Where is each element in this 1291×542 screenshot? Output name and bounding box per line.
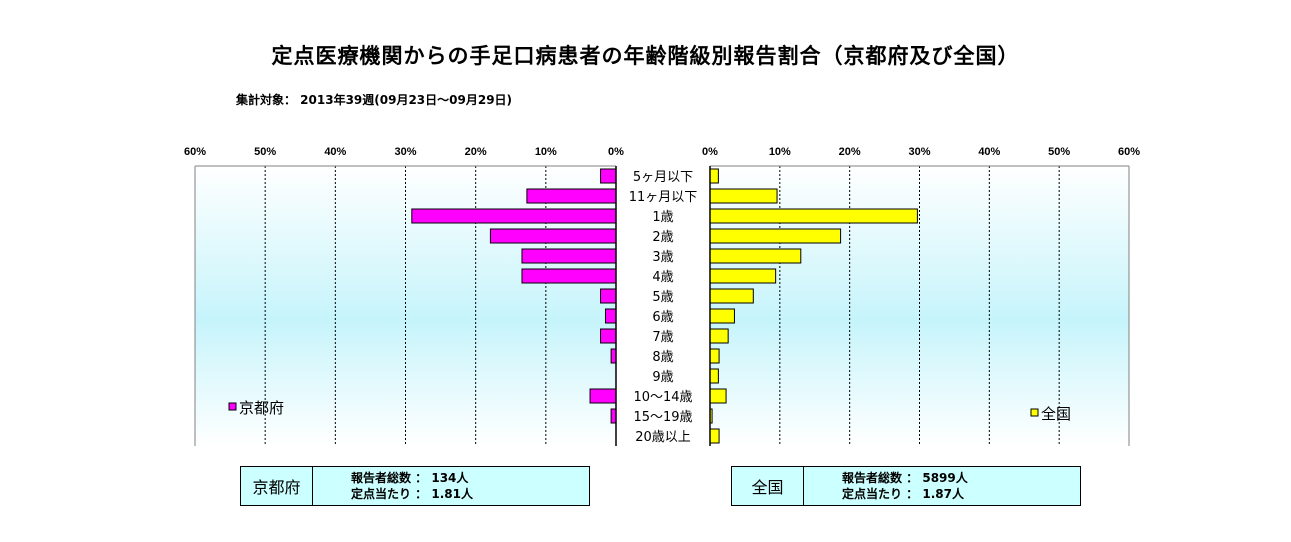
x-tick-label-right: 10% xyxy=(769,146,791,158)
bar-left-11 xyxy=(589,388,617,404)
x-tick-label-right: 20% xyxy=(839,146,861,158)
bar-left-3 xyxy=(489,228,617,244)
x-tick-label-left: 20% xyxy=(465,146,487,158)
bar-right-3 xyxy=(709,228,842,244)
legend-right: 全国 xyxy=(1030,405,1071,423)
chart-title: 定点医療機関からの手足口病患者の年齢階級別報告割合（京都府及び全国） xyxy=(271,44,1020,68)
category-label: 6歳 xyxy=(652,310,673,325)
summary-stats: 報告者総数 ： 134人 定点当たり ： 1.81人 xyxy=(313,467,473,505)
bar-left-6 xyxy=(600,288,617,304)
category-label: 5歳 xyxy=(652,290,673,305)
category-label: 3歳 xyxy=(652,250,673,265)
summary-name: 全国 xyxy=(732,467,804,505)
bar-right-9 xyxy=(709,348,720,364)
legend-left-swatch xyxy=(228,402,237,411)
bar-right-8 xyxy=(709,328,729,344)
summary-reporters: 報告者総数 ： 134人 xyxy=(351,471,469,485)
bar-right-1 xyxy=(709,188,778,204)
x-tick-label-right: 60% xyxy=(1118,146,1140,158)
summary-box-national: 全国 報告者総数 ： 5899人 定点当たり ： 1.87人 xyxy=(731,466,1081,506)
bar-right-6 xyxy=(709,288,754,304)
bar-right-4 xyxy=(709,248,802,264)
bar-right-7 xyxy=(709,308,735,324)
bar-right-5 xyxy=(709,268,777,284)
summary-reporters: 報告者総数 ： 5899人 xyxy=(842,471,968,485)
x-tick-label-right: 50% xyxy=(1048,146,1070,158)
x-tick-label-left: 40% xyxy=(324,146,346,158)
summary-per-site: 定点当たり ： 1.87人 xyxy=(842,487,964,501)
category-label: 1歳 xyxy=(652,210,673,225)
bar-right-2 xyxy=(709,208,918,224)
bar-left-2 xyxy=(411,208,617,224)
category-label: 20歳以上 xyxy=(635,430,691,445)
bar-right-11 xyxy=(709,388,727,404)
x-tick-label-right: 0% xyxy=(702,146,718,158)
category-label: 4歳 xyxy=(652,270,673,285)
legend-right-swatch xyxy=(1030,408,1039,417)
category-label: 5ヶ月以下 xyxy=(633,170,693,185)
summary-stats: 報告者総数 ： 5899人 定点当たり ： 1.87人 xyxy=(804,467,968,505)
bar-left-7 xyxy=(604,308,617,324)
x-tick-label-left: 0% xyxy=(608,146,624,158)
bar-left-4 xyxy=(521,248,617,264)
category-label: 11ヶ月以下 xyxy=(629,190,698,205)
x-tick-label-left: 60% xyxy=(184,146,206,158)
legend-right-label: 全国 xyxy=(1041,405,1071,423)
bar-left-1 xyxy=(526,188,617,204)
summary-box-kyoto: 京都府 報告者総数 ： 134人 定点当たり ： 1.81人 xyxy=(240,466,590,506)
x-tick-label-left: 10% xyxy=(535,146,557,158)
bar-right-10 xyxy=(709,368,719,384)
category-label: 10～14歳 xyxy=(633,390,692,405)
category-label: 9歳 xyxy=(652,370,673,385)
x-tick-label-left: 50% xyxy=(254,146,276,158)
bar-right-13 xyxy=(709,428,720,444)
legend-left: 京都府 xyxy=(228,399,284,417)
bar-left-5 xyxy=(521,268,617,284)
category-label: 2歳 xyxy=(652,230,673,245)
bar-right-0 xyxy=(709,168,719,184)
bar-left-8 xyxy=(600,328,617,344)
category-label: 15～19歳 xyxy=(633,410,692,425)
x-tick-label-right: 40% xyxy=(978,146,1000,158)
summary-per-site: 定点当たり ： 1.81人 xyxy=(351,487,473,501)
category-label: 8歳 xyxy=(652,350,673,365)
category-label: 7歳 xyxy=(652,330,673,345)
summary-name: 京都府 xyxy=(241,467,313,505)
legend-left-label: 京都府 xyxy=(239,399,284,417)
bar-left-0 xyxy=(600,168,617,184)
chart-subtitle: 集計対象： 2013年39週(09月23日～09月29日) xyxy=(236,93,513,107)
x-tick-label-right: 30% xyxy=(908,146,930,158)
x-tick-label-left: 30% xyxy=(394,146,416,158)
